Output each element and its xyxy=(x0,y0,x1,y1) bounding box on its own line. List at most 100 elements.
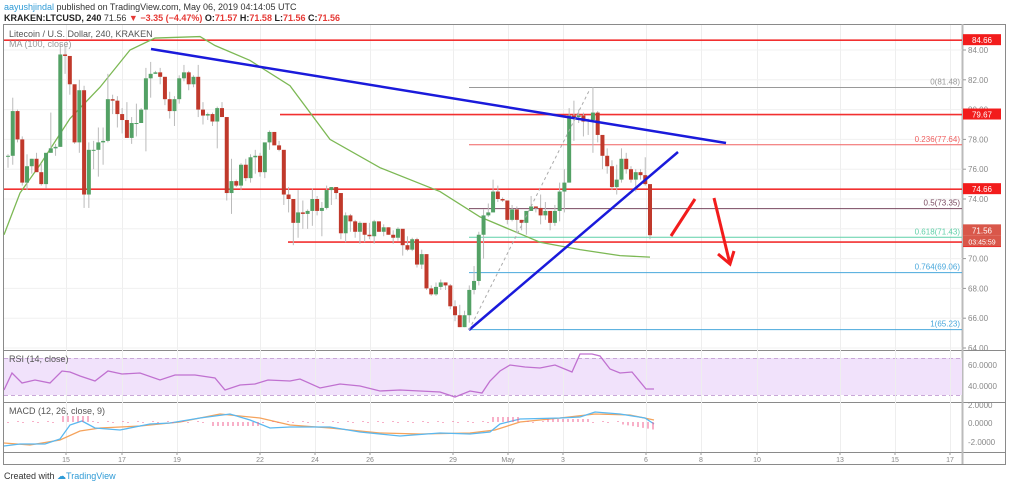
candle xyxy=(20,139,25,183)
candle xyxy=(67,55,72,85)
candle xyxy=(86,149,91,195)
candle xyxy=(386,227,391,235)
indicator-tick: 40.0000 xyxy=(968,382,997,391)
created-with-text: Created with xyxy=(4,471,55,481)
time-tick: 6 xyxy=(644,457,648,464)
candle xyxy=(120,114,125,121)
candle xyxy=(72,84,77,143)
candle xyxy=(419,254,424,265)
open-value: 71.57 xyxy=(214,13,238,23)
level-tag: 74.66 xyxy=(972,185,993,194)
indicator-tick: -2.0000 xyxy=(968,438,996,447)
candle xyxy=(609,166,614,188)
candle xyxy=(277,145,282,150)
candle xyxy=(429,288,434,295)
rsi-line xyxy=(3,353,654,398)
candle xyxy=(367,234,372,237)
candle xyxy=(220,108,224,118)
low-value: 71.56 xyxy=(282,13,306,23)
candle xyxy=(338,193,343,234)
candle xyxy=(357,222,362,232)
descending-trendline[interactable] xyxy=(150,47,727,145)
high-value: 71.58 xyxy=(249,13,272,23)
candle xyxy=(605,155,610,167)
candle xyxy=(548,210,553,223)
fib-label: 0.5(73.35) xyxy=(924,199,961,208)
ma100-line xyxy=(3,35,651,258)
candle xyxy=(524,210,529,223)
candle xyxy=(324,190,329,208)
candle xyxy=(557,191,562,211)
open-label: O: xyxy=(204,13,215,23)
author-link[interactable]: aayushjindal xyxy=(4,2,55,12)
candle xyxy=(638,172,643,176)
candle xyxy=(300,212,305,214)
candle xyxy=(172,99,177,112)
candle xyxy=(96,142,101,150)
level-tag: 79.67 xyxy=(972,111,993,120)
close-value: 71.56 xyxy=(317,13,341,23)
candle xyxy=(6,155,10,157)
chart-frame xyxy=(3,24,1006,465)
candle xyxy=(562,182,567,192)
ascending-trendline[interactable] xyxy=(468,151,679,331)
candle xyxy=(395,228,400,238)
candle xyxy=(319,207,324,211)
price-tick: 84.00 xyxy=(968,46,989,55)
candle xyxy=(315,199,320,211)
time-tick: 29 xyxy=(449,457,457,464)
candle xyxy=(400,228,405,246)
publish-info: aayushjindal published on TradingView.co… xyxy=(4,2,297,12)
low-label: L: xyxy=(274,13,283,23)
symbol: KRAKEN:LTCUSD, 240 xyxy=(4,13,102,23)
candle xyxy=(105,99,110,141)
price-tick: 66.00 xyxy=(968,314,989,323)
indicator-tick: 0.0000 xyxy=(968,419,993,428)
price-tick: 76.00 xyxy=(968,165,989,174)
candle xyxy=(376,221,381,232)
candle xyxy=(543,210,548,216)
candle xyxy=(243,164,248,179)
candle xyxy=(457,315,462,328)
candle xyxy=(476,234,481,281)
macd-label: MACD (12, 26, close, 9) xyxy=(9,406,105,416)
price-tick: 74.00 xyxy=(968,195,989,204)
candle xyxy=(200,109,205,116)
candle xyxy=(129,123,134,138)
candle xyxy=(305,210,310,214)
candle xyxy=(619,158,624,180)
candle xyxy=(286,194,291,199)
tradingview-cloud-icon: ☁ xyxy=(57,471,67,481)
candle xyxy=(191,76,196,85)
price-tick: 78.00 xyxy=(968,135,989,144)
time-tick: 13 xyxy=(836,457,844,464)
candle xyxy=(529,206,534,211)
candle xyxy=(424,254,429,289)
candle xyxy=(414,239,419,265)
level-tag: 84.66 xyxy=(972,36,993,45)
time-tick: 15 xyxy=(891,457,899,464)
price-tick: 68.00 xyxy=(968,284,989,293)
candle xyxy=(134,123,139,125)
candle xyxy=(443,282,448,286)
candle xyxy=(343,215,348,234)
footer: Created with ☁TradingView xyxy=(4,471,116,482)
candle xyxy=(486,212,491,216)
chart-title: Litecoin / U.S. Dollar, 240, KRAKEN xyxy=(9,29,153,39)
fibonacci-retracement[interactable]: 0(81.48) 0.236(77.64) 0.5(73.35) 0.618(71.4… xyxy=(469,78,962,331)
symbol-info: KRAKEN:LTCUSD, 240 71.56 ▼ −3.35 (−4.47%… xyxy=(4,13,340,23)
candle xyxy=(538,207,543,216)
time-tick: 22 xyxy=(256,457,264,464)
candle xyxy=(410,239,415,250)
candle xyxy=(258,155,263,173)
tradingview-link[interactable]: TradingView xyxy=(66,471,116,481)
time-axis[interactable]: 15 17 19 22 24 26 29 May 3 6 8 10 13 15 17 xyxy=(62,452,954,464)
ma-label: MA (100, close) xyxy=(9,39,72,49)
candle xyxy=(239,164,244,186)
candle xyxy=(510,209,515,220)
candle xyxy=(628,169,633,180)
candle xyxy=(210,114,215,122)
candle xyxy=(467,289,472,316)
time-tick: 10 xyxy=(753,457,761,464)
